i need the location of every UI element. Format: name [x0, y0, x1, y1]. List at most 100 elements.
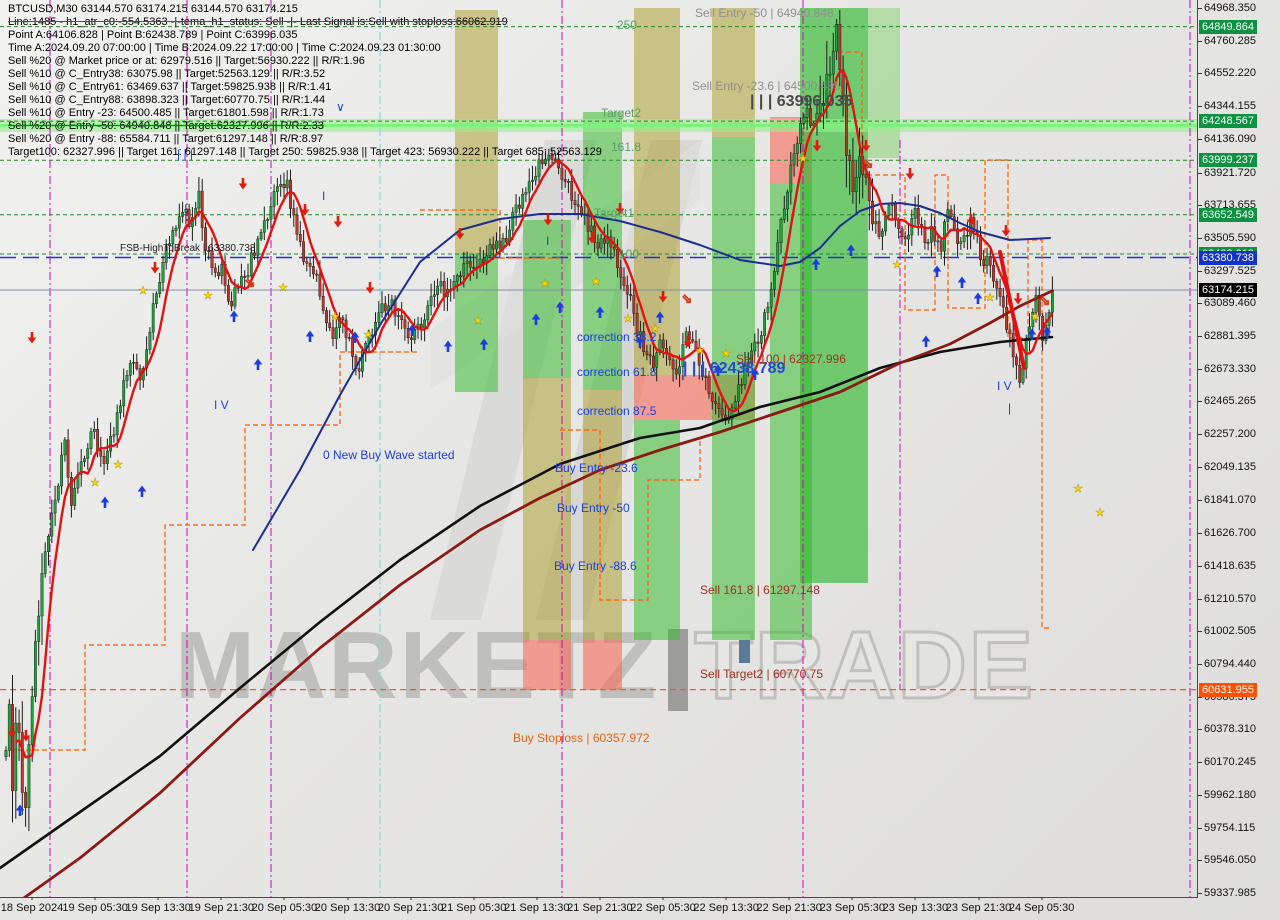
- price-tick-label: 64344.155: [1198, 100, 1256, 112]
- chart-label: |: [1008, 401, 1012, 415]
- chart-label: Sell Target2 | 60770.75: [700, 667, 823, 681]
- time-tick-label: 24 Sep 05:30: [1008, 902, 1075, 914]
- time-tick-label: 19 Sep 21:30: [188, 902, 255, 914]
- info-line: Sell %20 @ Entry -50: 64940.848 || Targe…: [8, 120, 324, 132]
- time-tick-label: 20 Sep 21:30: [377, 902, 444, 914]
- price-tick-label: 63297.525: [1198, 265, 1256, 277]
- price-tick-label: 64760.285: [1198, 35, 1256, 47]
- price-tick-label: 59754.115: [1197, 822, 1256, 834]
- buy-arrow-icon: [655, 311, 665, 323]
- price-level-badge-green: 64849.864: [1199, 20, 1257, 34]
- star-signal-icon: ★: [330, 311, 340, 323]
- hollow-arrow-icon: ⇘: [863, 156, 874, 171]
- chart-label: I V: [214, 398, 229, 412]
- time-tick-label: 20 Sep 05:30: [251, 902, 318, 914]
- chart-label: Buy Entry -23.6: [555, 461, 638, 475]
- star-signal-icon: ★: [363, 329, 373, 341]
- time-tick-mark: [347, 897, 348, 900]
- star-signal-icon: ★: [721, 348, 731, 360]
- time-tick-label: 18 Sep 2024: [0, 902, 64, 914]
- zone-band-bluebox: [739, 640, 750, 663]
- buy-arrow-icon: [921, 335, 931, 347]
- time-tick-label: 20 Sep 13:30: [314, 902, 381, 914]
- sell-arrow-icon: [333, 216, 343, 228]
- time-tick-label: 21 Sep 13:30: [504, 902, 570, 914]
- price-tick-label: 59337.985: [1198, 887, 1256, 899]
- star-signal-icon: ★: [113, 459, 123, 471]
- zone-band-khaki: [523, 378, 571, 640]
- sell-arrow-icon: [861, 140, 871, 152]
- time-tick-label: 23 Sep 21:30: [945, 902, 1012, 914]
- time-tick-mark: [410, 897, 412, 900]
- chart-label: Buy Entry -88.6: [554, 559, 637, 573]
- buy-arrow-icon: [479, 338, 489, 350]
- time-tick-label: 22 Sep 13:30: [693, 902, 759, 914]
- entry-highlight-row: [0, 119, 1197, 132]
- chart-label: I: [546, 234, 550, 248]
- price-level-badge-green: 63999.237: [1199, 153, 1257, 167]
- info-line: Time A:2024.09.20 07:00:00 | Time B:2024…: [8, 42, 441, 54]
- chart-label: | | |: [177, 147, 194, 161]
- buy-arrow-icon: [555, 301, 565, 313]
- price-tick-label: 61626.700: [1198, 527, 1256, 539]
- sell-arrow-icon: [455, 228, 465, 240]
- buy-arrow-icon: [973, 292, 983, 304]
- chart-label: Sell Entry -23.6 | 64500.485: [692, 79, 841, 93]
- buy-arrow-icon: [957, 276, 967, 288]
- buy-arrow-icon: [443, 340, 453, 352]
- hollow-arrow-icon: ⇘: [682, 291, 693, 306]
- chart-label: 100: [619, 247, 640, 261]
- price-tick-label: 62881.395: [1198, 330, 1256, 342]
- star-signal-icon: ★: [90, 477, 100, 489]
- buy-arrow-icon: [1042, 326, 1052, 338]
- star-signal-icon: ★: [892, 259, 902, 271]
- buy-arrow-icon: [811, 258, 821, 270]
- zone-band-salmon: [583, 640, 622, 690]
- zone-band-khaki: [583, 390, 622, 640]
- hollow-arrow-icon: ⇘: [245, 275, 256, 290]
- time-tick-label: 22 Sep 05:30: [630, 902, 696, 914]
- star-signal-icon: ★: [985, 292, 995, 304]
- sell-arrow-icon: [365, 282, 375, 294]
- time-tick-label: 19 Sep 05:30: [62, 902, 128, 914]
- buy-arrow-icon: [635, 336, 645, 348]
- price-tick-label: 62257.200: [1198, 428, 1256, 440]
- star-signal-icon: ★: [623, 313, 633, 325]
- sell-arrow-icon: [21, 730, 31, 742]
- time-tick-mark: [788, 897, 790, 900]
- watermark-word1: MARKETZ: [175, 612, 659, 719]
- buy-arrow-icon: [350, 331, 360, 343]
- price-axis[interactable]: 64968.350 64760.285 64552.220 64344.155 6413…: [1197, 0, 1280, 899]
- buy-arrow-icon: [229, 310, 239, 322]
- sell-arrow-icon: [683, 336, 693, 348]
- zone-band-green: [583, 112, 622, 390]
- buy-arrow-icon: [531, 313, 541, 325]
- price-tick-label: 63921.720: [1198, 167, 1256, 179]
- buy-arrow-icon: [713, 364, 723, 376]
- chart-label: Sell Entry -50 | 64940.848: [695, 6, 834, 20]
- chart-label: I V: [997, 379, 1012, 393]
- info-line: Sell %10 @ Entry -23: 64500.485 || Targe…: [8, 107, 324, 119]
- time-tick-mark: [283, 897, 285, 900]
- chart-label: Sell 100 | 62327.996: [736, 352, 846, 366]
- time-tick-label: 19 Sep 13:30: [125, 902, 191, 914]
- chart-label: correction 38.2: [577, 330, 657, 344]
- info-line: Line:1485 - h1_atr_c0:-554.5363 -|-tema_…: [8, 16, 508, 28]
- price-level-badge-green: 64248.567: [1199, 114, 1257, 128]
- time-axis[interactable]: 18 Sep 2024 19 Sep 05:30 19 Sep 13:30 19 Se…: [0, 897, 1280, 920]
- sell-arrow-icon: [27, 332, 37, 344]
- chart-canvas[interactable]: MARKETZ TRADE ★ ★ ★ ★ ★ ★ ★ ★ ★ ★ ★ ★ ★ ★ ★ ★ ★ ★ ★ ★ ⇘ ⇘ ⇘ ⇘ Se…: [0, 0, 1198, 898]
- time-tick-mark: [536, 897, 538, 900]
- info-line: Sell %10 @ C_Entry38: 63075.98 || Target…: [8, 68, 326, 80]
- chart-label: 250: [617, 18, 638, 32]
- star-signal-icon: ★: [650, 323, 660, 335]
- sell-arrow-icon: [1001, 225, 1011, 237]
- buy-arrow-icon: [15, 804, 25, 816]
- time-tick-mark: [978, 897, 979, 900]
- time-tick-mark: [220, 897, 222, 900]
- time-tick-mark: [599, 897, 601, 900]
- sell-arrow-icon: [966, 214, 976, 226]
- info-line: BTCUSD,M30 63144.570 63174.215 63144.570…: [8, 3, 298, 15]
- price-tick-label: 60794.440: [1198, 658, 1256, 670]
- time-tick-mark: [914, 897, 916, 900]
